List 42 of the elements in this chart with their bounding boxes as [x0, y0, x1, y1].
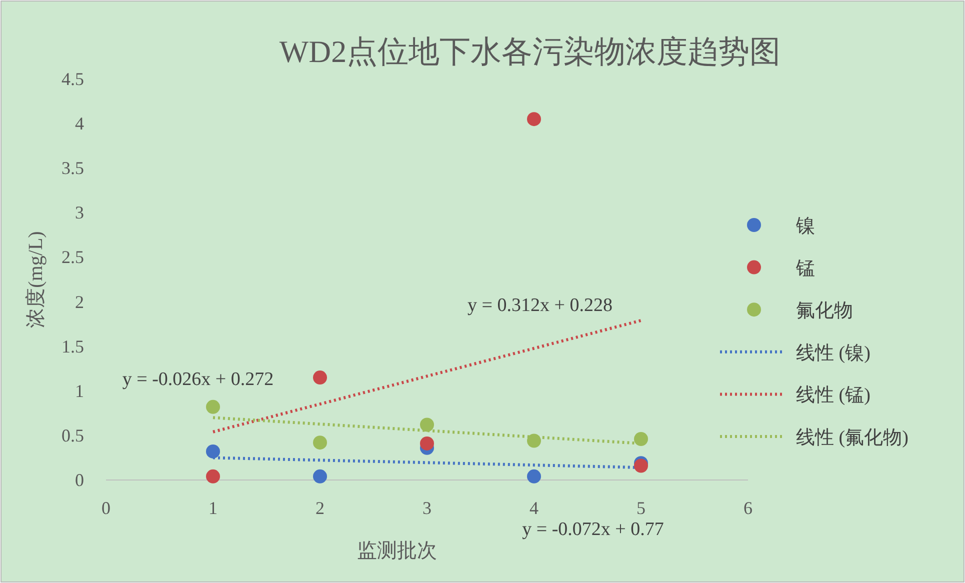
legend-label: 线性 (镍) [796, 342, 870, 364]
y-tick-label: 1.5 [62, 336, 84, 356]
legend-label: 线性 (锰) [796, 385, 870, 406]
point [420, 436, 434, 450]
y-tick-label: 0 [75, 470, 84, 490]
legend-label: 镍 [795, 216, 815, 237]
point [313, 370, 327, 385]
y-tick-label: 1 [75, 380, 84, 401]
legend-label: 线性 (氟化物) [796, 428, 908, 448]
legend-label: 氟化物 [796, 300, 853, 322]
point [634, 458, 648, 473]
text: y = -0.072x + 0.77 [522, 519, 664, 540]
y-tick-label: 2 [75, 292, 84, 312]
x-tick-label: 2 [316, 498, 324, 518]
y-tick-label: 2.5 [62, 247, 84, 268]
point [527, 434, 541, 448]
point [634, 432, 648, 446]
x-tick-label: 0 [102, 498, 110, 518]
x-tick-label: 5 [636, 498, 646, 518]
point [420, 418, 434, 432]
y-axis-title: 浓度(mg/L) [25, 231, 47, 328]
annotation: y = -0.026x + 0.272 [122, 369, 274, 390]
y-tick-label: 4.5 [62, 69, 84, 89]
y-tick-label: 4 [75, 114, 84, 134]
y-tick-label: 3 [75, 202, 84, 223]
x-tick-label: 1 [208, 498, 218, 518]
y-tick-label: 3.5 [62, 158, 84, 178]
chart-title: WD2点位地下水各污染物浓度趋势图 [279, 34, 781, 69]
point [206, 400, 220, 414]
legend-label: 锰 [795, 258, 815, 280]
point [206, 444, 220, 458]
x-tick-label: 6 [744, 498, 752, 518]
x-tick-label: 4 [530, 498, 538, 518]
annotation: y = 0.312x + 0.228 [468, 295, 612, 316]
point [313, 436, 327, 450]
x-axis-title: 监测批次 [357, 540, 437, 562]
x-tick-label: 3 [422, 498, 432, 518]
point [527, 469, 541, 484]
y-tick-label: 0.5 [62, 425, 84, 446]
point [313, 469, 327, 484]
point [527, 112, 541, 126]
point [206, 469, 220, 484]
